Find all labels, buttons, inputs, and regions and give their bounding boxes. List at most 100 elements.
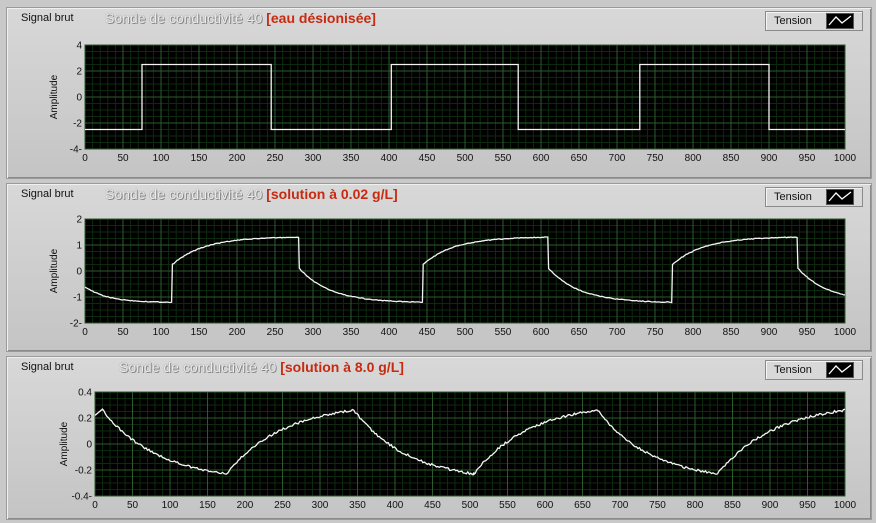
y-tick-label: -4- xyxy=(70,145,82,156)
chart-title: Sonde de conductivité 40 [eau désionisée] xyxy=(105,10,376,26)
x-tick-label: 650 xyxy=(571,327,588,338)
y-axis-title: Amplitude xyxy=(59,421,70,466)
x-tick-label: 100 xyxy=(153,153,170,164)
x-tick-label: 150 xyxy=(199,500,216,511)
x-tick-label: 600 xyxy=(533,153,550,164)
x-tick-label: 0 xyxy=(82,327,88,338)
x-tick-label: 450 xyxy=(419,327,436,338)
plot-legend[interactable]: Tension xyxy=(765,360,863,380)
legend-label: Tension xyxy=(774,191,812,203)
chart-title-main: Sonde de conductivité 40 xyxy=(119,359,277,375)
x-tick-label: 700 xyxy=(612,500,629,511)
x-tick-label: 250 xyxy=(267,153,284,164)
x-tick-label: 100 xyxy=(162,500,179,511)
x-tick-label: 950 xyxy=(799,327,816,338)
x-tick-label: 200 xyxy=(229,327,246,338)
x-tick-label: 450 xyxy=(419,153,436,164)
y-axis-title: Amplitude xyxy=(49,248,60,293)
panel-label: Signal brut xyxy=(21,361,74,373)
x-tick-label: 350 xyxy=(343,153,360,164)
x-tick-label: 500 xyxy=(457,327,474,338)
panel-label: Signal brut xyxy=(21,188,74,200)
series-line xyxy=(85,63,845,131)
x-tick-label: 200 xyxy=(229,153,246,164)
chart-1: 0 50 100 150 200 250 300 350 400 450 500 550 600 650 7… xyxy=(49,41,857,165)
chart-title-main: Sonde de conductivité 40 xyxy=(105,10,263,26)
x-tick-label: 800 xyxy=(685,327,702,338)
x-tick-label: 1000 xyxy=(834,153,857,164)
y-tick-label: 0.2 xyxy=(78,414,92,425)
x-tick-label: 750 xyxy=(647,153,664,164)
y-tick-label: 4 xyxy=(76,41,82,52)
x-tick-label: 550 xyxy=(495,153,512,164)
y-tick-label: 1 xyxy=(76,241,82,252)
x-tick-label: 750 xyxy=(649,500,666,511)
y-tick-label: -1 xyxy=(73,293,82,304)
chart-title-sub: [solution à 8.0 g/L] xyxy=(280,359,404,375)
x-tick-label: 700 xyxy=(609,153,626,164)
line-style-icon[interactable] xyxy=(826,13,854,29)
chart-title-main: Sonde de conductivité 40 xyxy=(105,186,263,202)
x-tick-label: 900 xyxy=(762,500,779,511)
x-tick-label: 650 xyxy=(571,153,588,164)
y-tick-label: 2 xyxy=(76,215,82,226)
chart-title: Sonde de conductivité 40 [solution à 0.02… xyxy=(105,186,398,202)
line-style-icon[interactable] xyxy=(826,189,854,205)
x-tick-label: 50 xyxy=(117,153,129,164)
x-tick-label: 300 xyxy=(312,500,329,511)
x-tick-label: 250 xyxy=(267,327,284,338)
x-tick-label: 1000 xyxy=(834,500,857,511)
y-tick-label: 2 xyxy=(76,67,82,78)
x-tick-label: 50 xyxy=(117,327,129,338)
legend-label: Tension xyxy=(774,15,812,27)
x-tick-label: 750 xyxy=(647,327,664,338)
x-tick-label: 900 xyxy=(761,153,778,164)
x-tick-label: 450 xyxy=(424,500,441,511)
x-tick-label: 800 xyxy=(687,500,704,511)
x-tick-label: 400 xyxy=(381,153,398,164)
y-tick-label: 0 xyxy=(76,93,82,104)
x-tick-label: 550 xyxy=(495,327,512,338)
x-tick-label: 900 xyxy=(761,327,778,338)
chart-panel-2: 0 50 100 150 200 250 300 350 400 450 500 550 600 650 7… xyxy=(6,183,872,352)
x-tick-label: 600 xyxy=(537,500,554,511)
x-tick-label: 100 xyxy=(153,327,170,338)
y-axis-title: Amplitude xyxy=(49,74,60,119)
y-tick-label: -0.4- xyxy=(71,492,92,503)
x-tick-label: 600 xyxy=(533,327,550,338)
x-tick-label: 0 xyxy=(92,500,98,511)
x-tick-label: 950 xyxy=(799,153,816,164)
x-tick-label: 650 xyxy=(574,500,591,511)
chart-title-sub: [eau désionisée] xyxy=(266,10,376,26)
y-tick-label: 0 xyxy=(86,440,92,451)
x-tick-label: 300 xyxy=(305,327,322,338)
legend-label: Tension xyxy=(774,364,812,376)
y-tick-label: 0.4 xyxy=(78,388,92,399)
series-line xyxy=(94,408,846,476)
x-tick-label: 250 xyxy=(274,500,291,511)
x-tick-label: 850 xyxy=(724,500,741,511)
chart-panel-1: 0 50 100 150 200 250 300 350 400 450 500 550 600 650 7… xyxy=(6,7,872,179)
chart-panel-3: 0 50 100 150 200 250 300 350 400 450 500 550 600 650 7… xyxy=(6,356,872,520)
chart-3: 0 50 100 150 200 250 300 350 400 450 500 550 600 650 7… xyxy=(59,388,857,512)
x-tick-label: 150 xyxy=(191,327,208,338)
x-tick-label: 150 xyxy=(191,153,208,164)
plot-legend[interactable]: Tension xyxy=(765,11,863,31)
x-tick-label: 950 xyxy=(799,500,816,511)
y-tick-label: -2- xyxy=(70,319,82,330)
plot-legend[interactable]: Tension xyxy=(765,187,863,207)
x-tick-label: 0 xyxy=(82,153,88,164)
y-tick-label: -0.2 xyxy=(75,466,93,477)
x-tick-label: 700 xyxy=(609,327,626,338)
series-line xyxy=(84,236,845,304)
y-tick-label: -2 xyxy=(73,119,82,130)
chart-title-sub: [solution à 0.02 g/L] xyxy=(266,186,398,202)
x-tick-label: 500 xyxy=(462,500,479,511)
line-style-icon[interactable] xyxy=(826,362,854,378)
x-tick-label: 500 xyxy=(457,153,474,164)
chart-2: 0 50 100 150 200 250 300 350 400 450 500 550 600 650 7… xyxy=(49,215,857,339)
x-tick-label: 400 xyxy=(381,327,398,338)
y-tick-label: 0 xyxy=(76,267,82,278)
x-tick-label: 300 xyxy=(305,153,322,164)
panel-label: Signal brut xyxy=(21,12,74,24)
